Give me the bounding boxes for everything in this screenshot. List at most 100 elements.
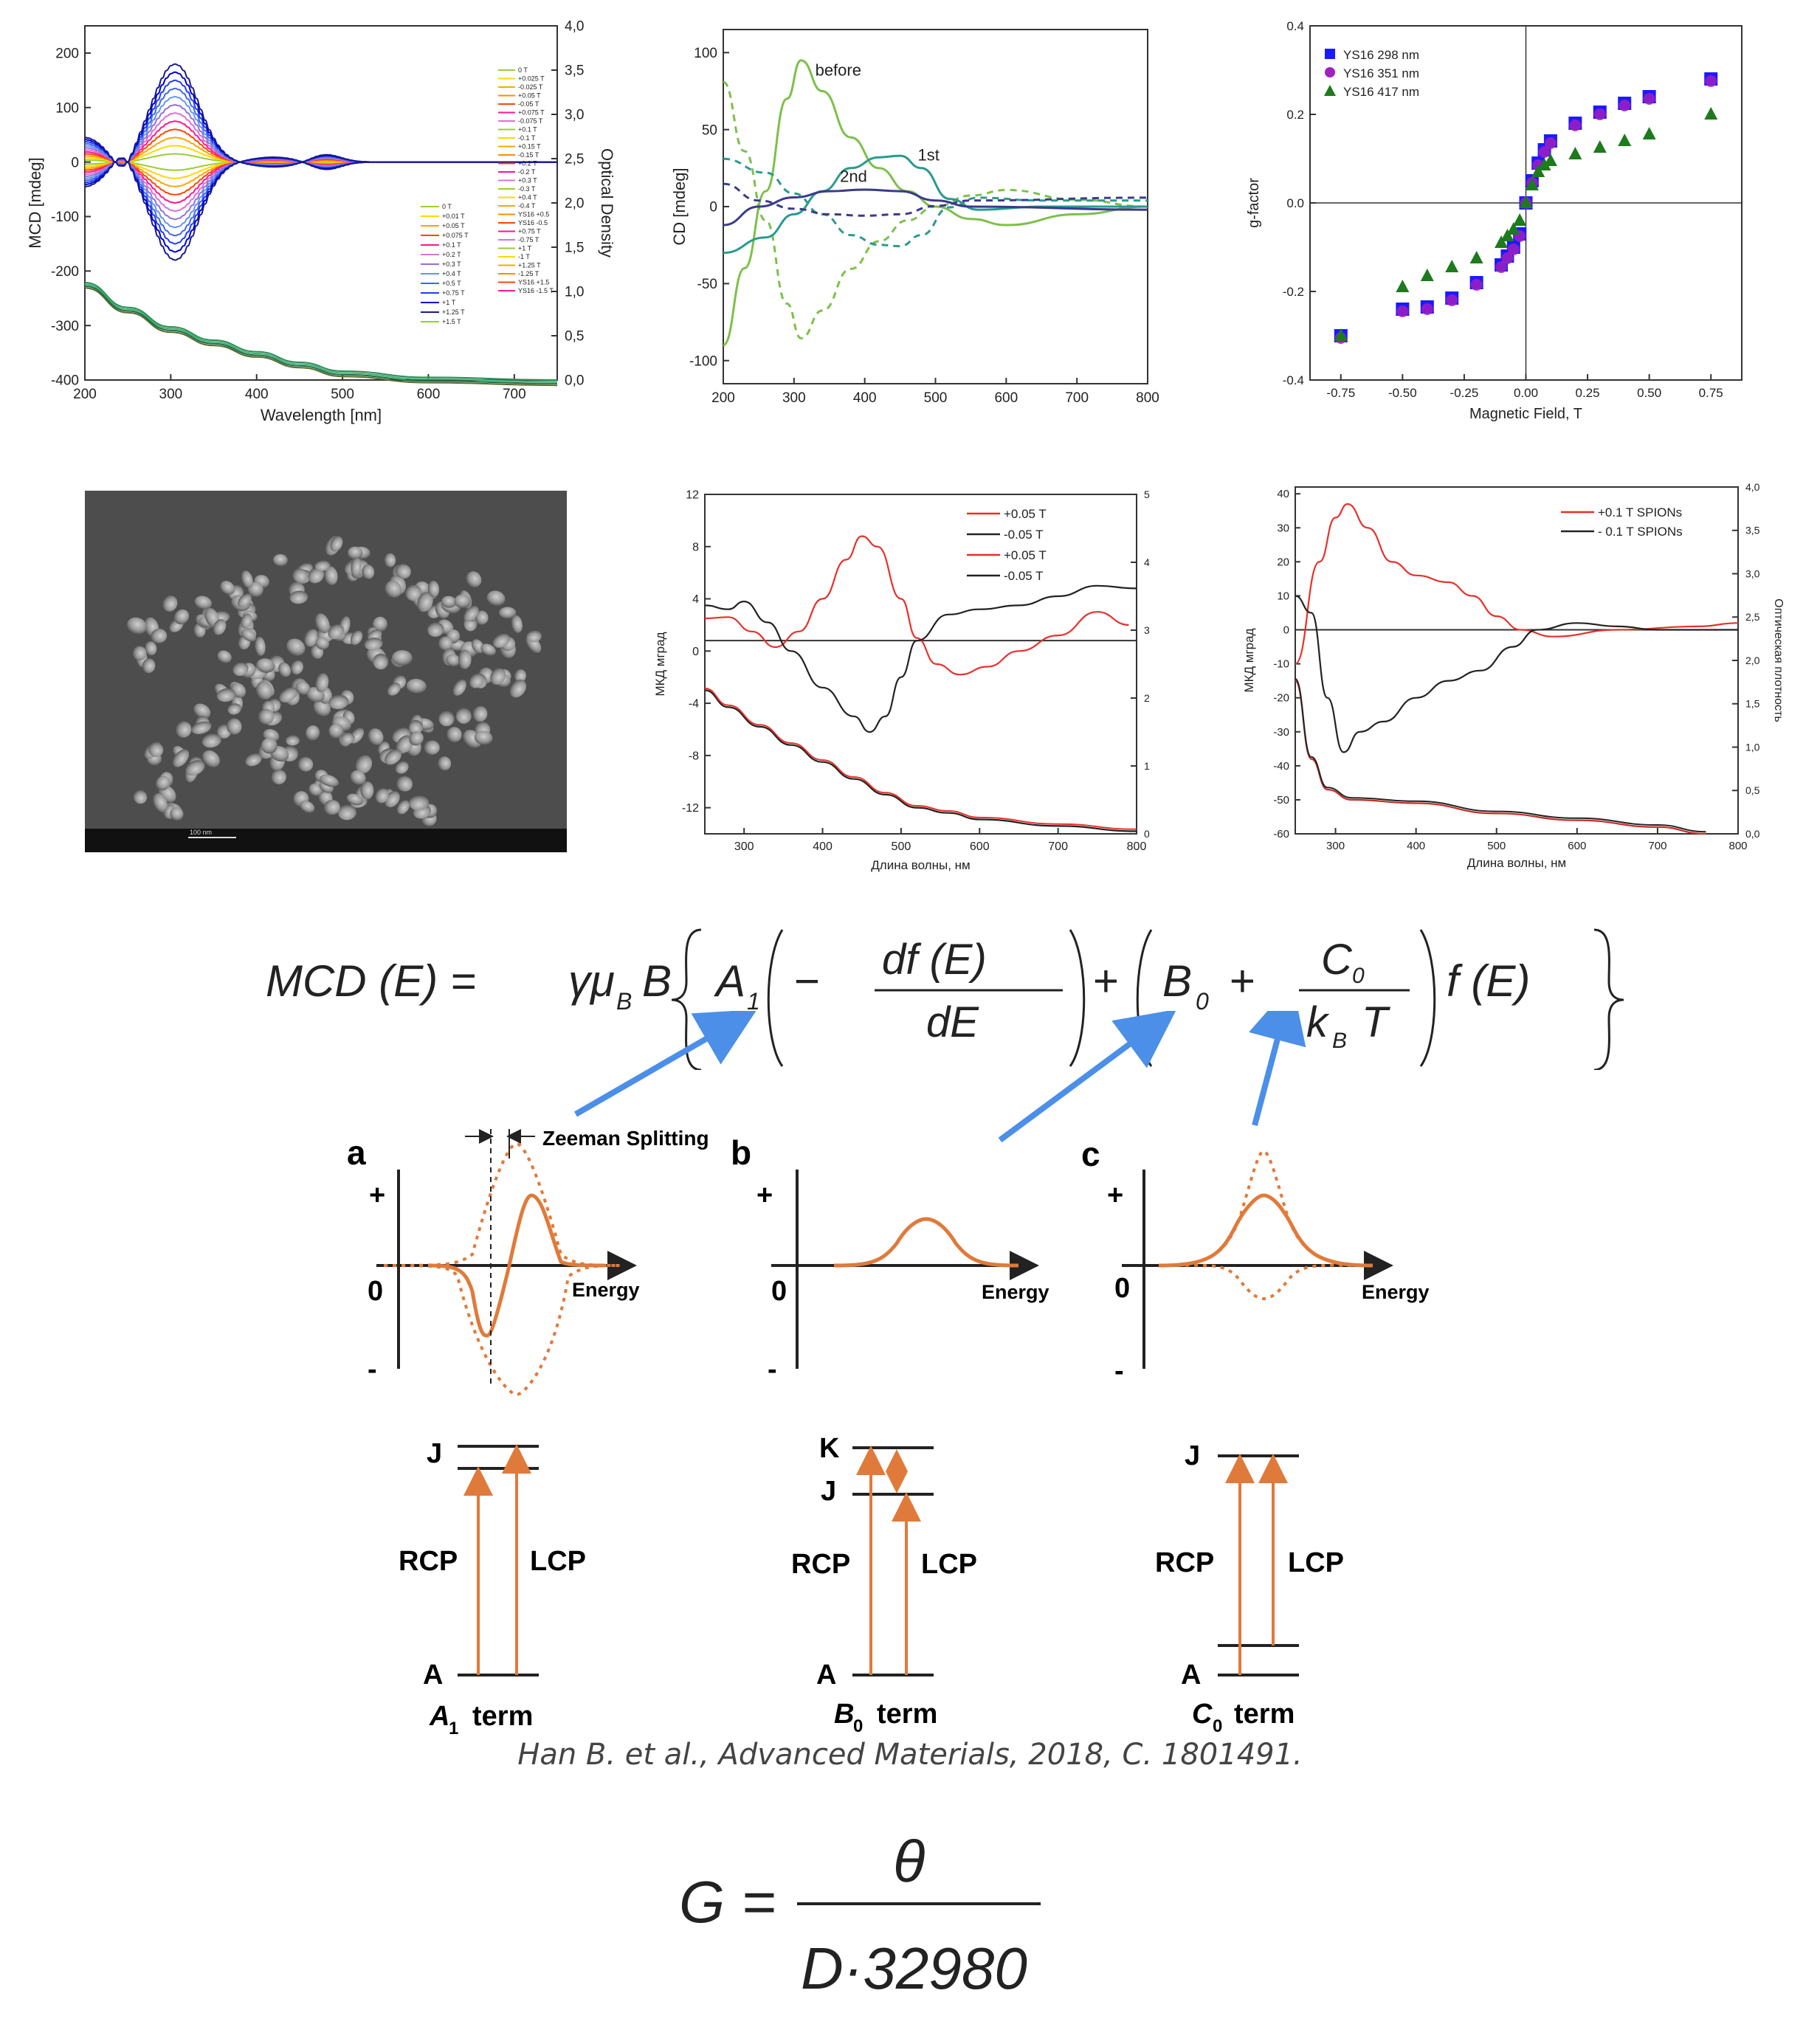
c1-legend-entry: -0.075 T xyxy=(518,117,543,125)
sem-particle xyxy=(328,694,349,710)
c3-point-417 xyxy=(1543,153,1557,166)
level-a-term-word: term xyxy=(472,1701,533,1732)
sem-particle xyxy=(475,610,489,625)
c2-xtick-label: 500 xyxy=(924,390,948,406)
eq-A1-sub: 1 xyxy=(747,988,760,1015)
sem-particle xyxy=(446,654,461,667)
c2-xtick-label: 300 xyxy=(782,390,806,406)
sem-particle xyxy=(217,650,232,663)
c5-series xyxy=(1294,680,1706,835)
c1-ylabel: MCD [mdeg] xyxy=(26,157,44,248)
sem-particle xyxy=(261,738,278,754)
level-a-RCP: RCP xyxy=(399,1546,458,1577)
sem-particle xyxy=(315,673,329,693)
sem-particle xyxy=(314,560,331,571)
c2-series-2nd xyxy=(723,188,1148,227)
sem-particle xyxy=(526,630,542,643)
sem-particle xyxy=(255,636,266,656)
sem-particle xyxy=(408,795,430,811)
sem-particle xyxy=(373,653,389,670)
sem-particle xyxy=(455,708,472,724)
c1-legend2-entry: +0.01 T xyxy=(442,213,465,220)
sem-particle xyxy=(292,568,308,584)
term-panel-c: c + 0 - Energy xyxy=(1081,1135,1430,1387)
c3-point-417 xyxy=(1396,280,1410,292)
c2-ytick-label: -100 xyxy=(689,353,717,369)
sem-particle xyxy=(392,650,413,666)
arrow-to-A1 xyxy=(573,1011,757,1117)
c5-ytick-label: -20 xyxy=(1273,692,1289,705)
c5-ytick-label: -50 xyxy=(1273,794,1289,807)
c1-legend-entry: +0.4 T xyxy=(518,194,537,201)
sem-particle xyxy=(330,536,343,552)
sem-particle xyxy=(409,731,424,746)
c5-xtick-label: 300 xyxy=(1326,840,1345,852)
c5-xtick-label: 400 xyxy=(1407,840,1425,852)
c1-legend-entry: +0.075 T xyxy=(518,109,545,117)
sem-particle xyxy=(142,658,156,674)
sem-particle xyxy=(355,755,373,774)
c1-legend-entry: -0.3 T xyxy=(518,185,536,193)
sem-particle xyxy=(364,638,383,651)
c3-point-417 xyxy=(1469,251,1483,263)
c1-legend-entry: +0.1 T xyxy=(518,126,537,134)
sem-particle xyxy=(351,557,362,577)
c3-point-351 xyxy=(1470,279,1483,291)
c1-legend2-entry: +0.3 T xyxy=(442,260,461,268)
citation: Han B. et al., Advanced Materials, 2018,… xyxy=(517,1738,1303,1772)
level-a-J: J xyxy=(427,1438,442,1469)
c2-xtick-label: 700 xyxy=(1065,390,1089,406)
c1-legend2-entry: +0.75 T xyxy=(442,289,465,297)
eq-minus: − xyxy=(793,956,819,1006)
sem-particle xyxy=(315,637,330,650)
sem-particle xyxy=(156,776,170,791)
g-factor-chart: -0.75 -0.50 -0.25 0.00 0.25 0.50 0.75 0.4 0.2 0.0… xyxy=(1246,19,1743,422)
sem-particle xyxy=(227,703,241,715)
sem-particle xyxy=(509,679,527,698)
panel-c-energy: Energy xyxy=(1362,1281,1430,1303)
c5-ytick-label: -30 xyxy=(1273,726,1289,739)
sem-particle xyxy=(185,760,205,776)
c1-absorbance-series xyxy=(84,283,558,383)
sem-particle xyxy=(350,630,363,646)
c4-y2tick-label: 0 xyxy=(1144,828,1150,840)
sem-particle xyxy=(384,553,396,567)
sem-particle xyxy=(176,721,192,738)
sem-particle xyxy=(278,662,291,677)
sem-particle xyxy=(306,725,320,741)
c1-legend-entry: YS16 -0.5 xyxy=(518,219,548,227)
sem-particle xyxy=(395,564,411,579)
c1-y2tick-label: 1,5 xyxy=(565,241,584,256)
panel-b-minus: - xyxy=(768,1354,777,1385)
sem-particle xyxy=(474,731,493,745)
c2-annot-2nd: 2nd xyxy=(840,168,867,186)
c5-y2tick-label: 2,0 xyxy=(1745,655,1760,666)
c1-y2tick-label: 0,5 xyxy=(565,329,584,345)
eq-kB-sub: B xyxy=(1332,1029,1347,1053)
panel-c-minus: - xyxy=(1114,1356,1124,1387)
term-panel-a: a + 0 - Zeeman Splitting Energy xyxy=(347,1127,709,1397)
c5-y2tick-label: 1,0 xyxy=(1745,741,1760,753)
c1-legend-entry: -0.4 T xyxy=(518,202,536,210)
c1-xtick-label: 300 xyxy=(159,387,183,402)
level-diagram-b: K J A RCP LCP B 0 term xyxy=(791,1433,977,1734)
c2-series-before xyxy=(723,59,1148,347)
c4-ytick-label: 0 xyxy=(692,646,699,658)
sem-particle xyxy=(447,727,462,742)
c5-xtick-label: 800 xyxy=(1728,840,1747,852)
eq-plus-2: + xyxy=(1229,956,1255,1006)
c2-xtick-label: 800 xyxy=(1136,390,1159,406)
sem-particle xyxy=(300,801,315,813)
c1-legend2-entry: +0.2 T xyxy=(442,251,461,258)
c3-legend-label: YS16 417 nm xyxy=(1343,85,1419,99)
sem-particle xyxy=(308,567,325,584)
c1-legend-entry: +1.25 T xyxy=(518,262,541,269)
c1-legend-entry: +0.3 T xyxy=(518,177,537,184)
c3-point-417 xyxy=(1334,328,1348,341)
c2-ytick-label: 0 xyxy=(709,200,717,215)
eq-mu-sub: B xyxy=(616,988,632,1015)
sem-particle xyxy=(406,678,427,694)
arrow-to-C0 xyxy=(1249,1011,1306,1127)
sem-micrograph: 100 nm xyxy=(85,491,567,852)
sem-particle xyxy=(220,581,235,595)
